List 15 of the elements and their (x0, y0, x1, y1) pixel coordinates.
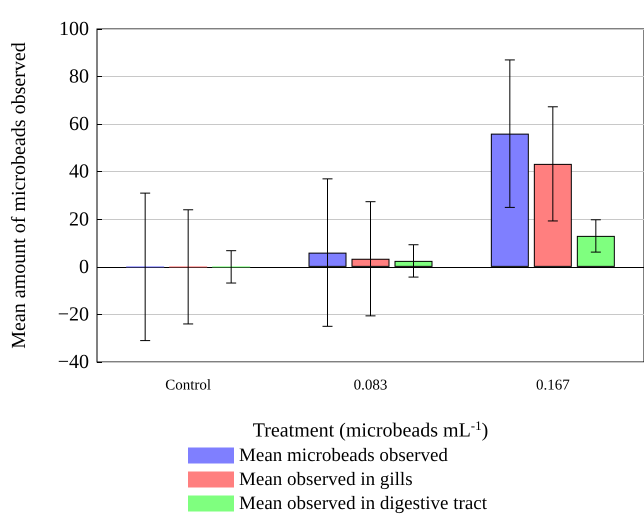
legend-label: Mean microbeads observed (239, 445, 448, 466)
y-tick-label: 60 (69, 113, 89, 136)
x-tick-label: 0.167 (536, 378, 570, 394)
legend-label: Mean observed in digestive tract (239, 493, 488, 514)
x-tick-label: Control (165, 378, 212, 394)
legend-label: Mean observed in gills (239, 469, 413, 490)
y-tick-label: 40 (69, 160, 89, 183)
y-tick-label: 80 (69, 66, 89, 88)
y-axis-title: Mean amount of microbeads observed (8, 42, 30, 349)
y-tick-label: 20 (69, 208, 89, 230)
x-tick-label: 0.083 (354, 378, 388, 394)
y-tick-label: 100 (59, 18, 89, 40)
y-tick-label: −40 (58, 351, 89, 373)
y-tick-label: −20 (58, 303, 89, 326)
y-tick-label: 0 (79, 256, 89, 278)
